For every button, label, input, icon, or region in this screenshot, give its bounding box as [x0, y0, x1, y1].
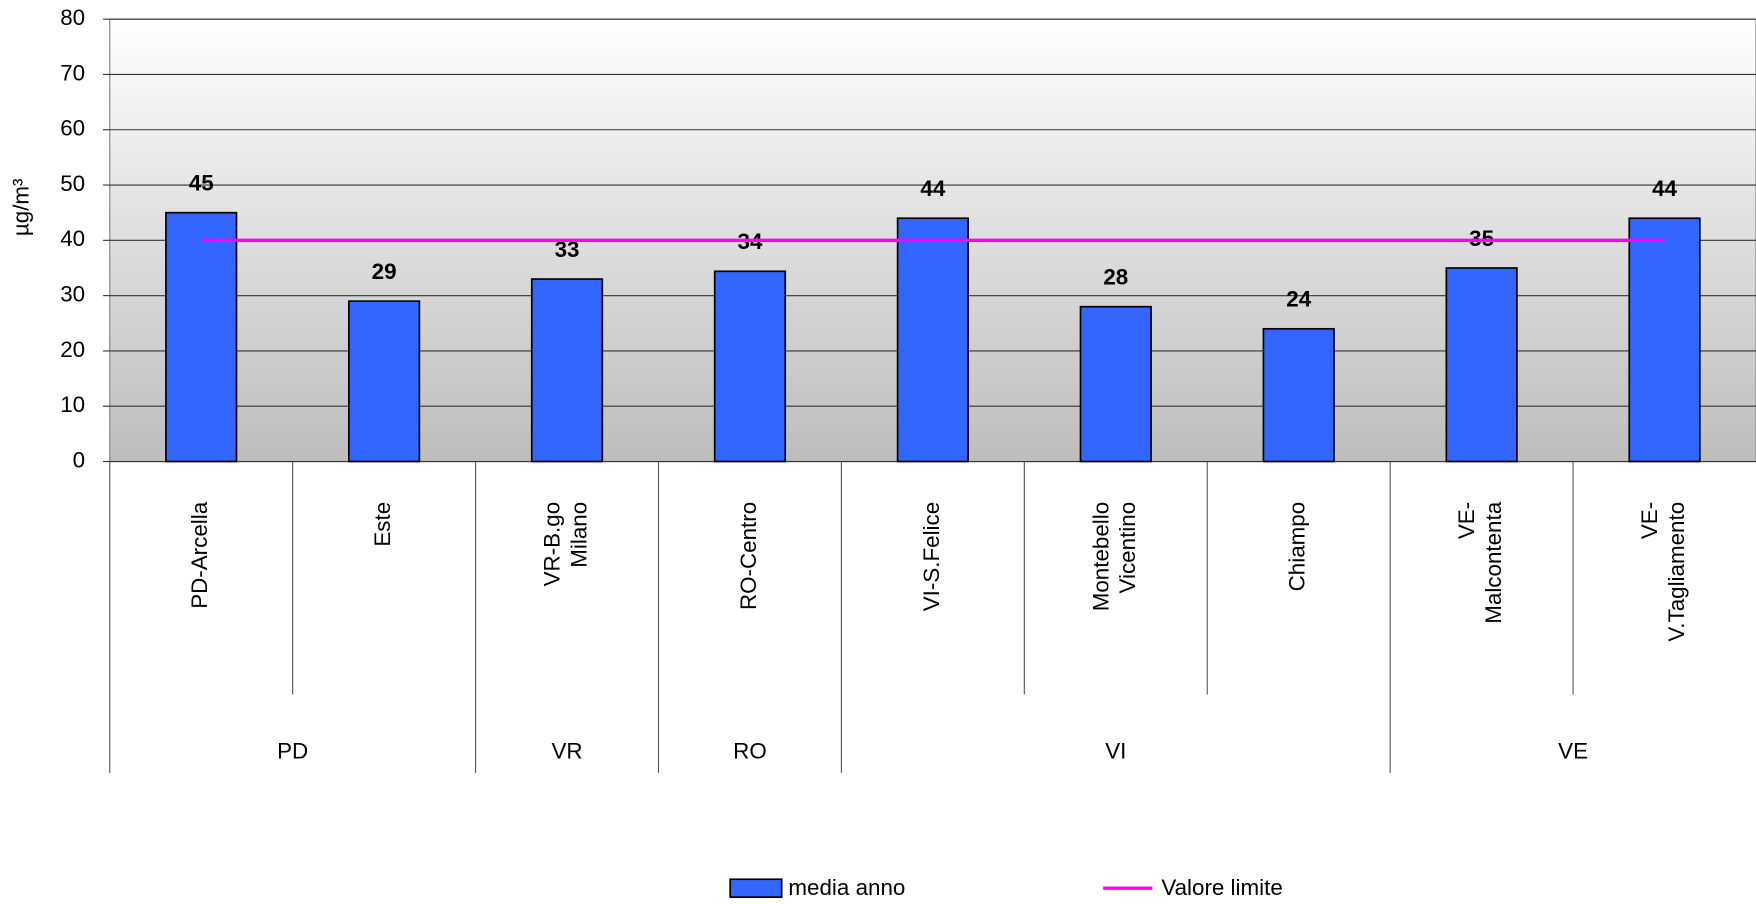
legend-swatch	[729, 878, 783, 898]
y-tick-label: 30	[60, 282, 85, 307]
bar	[896, 217, 969, 463]
x-tick-label: Chiampo	[1285, 502, 1310, 592]
y-tick-label: 0	[73, 447, 85, 472]
x-tick-label: VI-S.Felice	[919, 502, 944, 611]
bar	[1262, 327, 1335, 463]
y-tick-label: 40	[60, 226, 85, 251]
bar	[1079, 305, 1152, 463]
value-label: 35	[1469, 226, 1494, 251]
bar	[348, 300, 421, 463]
value-label: 44	[1652, 176, 1677, 201]
x-tick-label: PD-Arcella	[187, 501, 212, 608]
y-axis-label: µg/m³	[8, 178, 33, 236]
group-label: VR	[551, 739, 582, 764]
y-tick-label: 70	[60, 60, 85, 85]
y-tick-label: 80	[60, 5, 85, 30]
value-label: 29	[372, 259, 397, 284]
x-tick-label: MontebelloVicentino	[1088, 502, 1140, 611]
group-label: RO	[733, 739, 767, 764]
value-label: 44	[920, 176, 945, 201]
bar	[1445, 267, 1518, 463]
legend-label: media anno	[788, 875, 905, 900]
x-tick-label: Este	[370, 502, 395, 547]
bar	[713, 270, 787, 463]
group-label: VE	[1558, 739, 1588, 764]
x-tick-label: RO-Centro	[736, 502, 761, 610]
bar	[1628, 217, 1701, 463]
y-tick-label: 60	[60, 116, 85, 141]
y-tick-label: 20	[60, 337, 85, 362]
x-tick-label: VE-V.Tagliamento	[1637, 502, 1689, 642]
y-tick-label: 50	[60, 171, 85, 196]
group-label: VI	[1105, 739, 1126, 764]
legend-label: Valore limite	[1161, 875, 1282, 900]
x-tick-label: VE-Malcontenta	[1454, 501, 1506, 623]
value-label: 45	[189, 171, 214, 196]
group-label: PD	[277, 739, 308, 764]
value-label: 24	[1286, 287, 1311, 312]
x-tick-label: VR-B.goMilano	[540, 502, 592, 587]
value-label: 28	[1103, 265, 1128, 290]
y-tick-label: 10	[60, 392, 85, 417]
bar	[530, 278, 604, 463]
bar	[165, 211, 238, 463]
